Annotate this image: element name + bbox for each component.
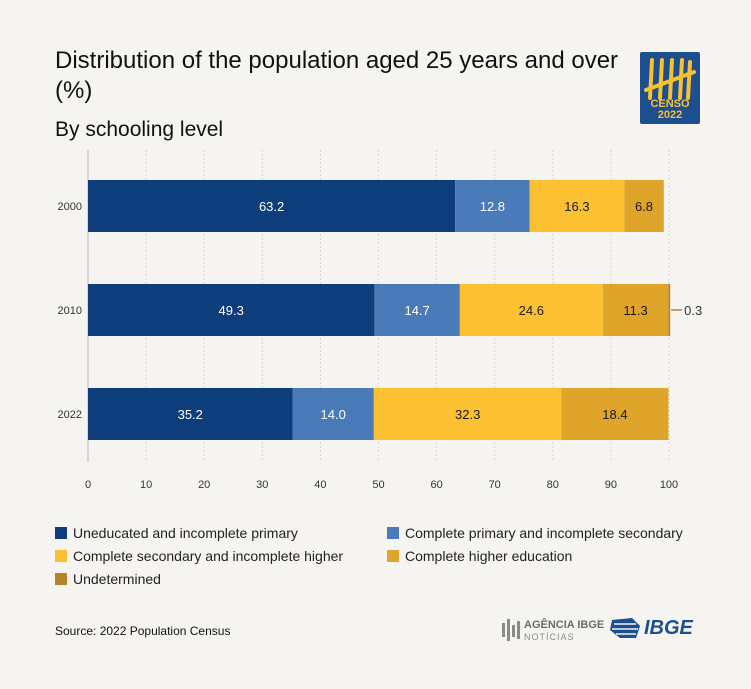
y-category-label: 2022 <box>58 409 82 421</box>
legend-label: Complete higher education <box>405 548 573 564</box>
censo-logo-label: CENSO 2022 <box>650 98 690 121</box>
legend-item-uneducated: Uneducated and incomplete primary <box>55 525 298 541</box>
data-label: 0.3 <box>684 303 702 318</box>
legend-label: Complete secondary and incomplete higher <box>73 548 344 564</box>
data-label: 32.3 <box>455 407 480 422</box>
censo-logo: CENSO 2022 <box>640 52 700 124</box>
x-tick-label: 70 <box>489 479 501 491</box>
legend-swatch <box>55 527 67 539</box>
bar-segment <box>459 284 603 336</box>
chart-title: Distribution of the population aged 25 y… <box>55 47 619 104</box>
legend-swatch <box>55 573 67 585</box>
legend-item-undetermined: Undetermined <box>55 571 161 587</box>
x-tick-label: 80 <box>547 479 559 491</box>
bar-segment <box>602 284 669 336</box>
noticias-label: NOTÍCIAS <box>524 632 575 642</box>
legend-swatch <box>387 527 399 539</box>
x-tick-label: 30 <box>256 479 268 491</box>
y-category-label: 2000 <box>58 201 82 213</box>
agencia-ibge-logo: AGÊNCIA IBGE NOTÍCIAS <box>502 617 604 643</box>
bar-segment <box>624 180 664 232</box>
data-label: 63.2 <box>259 199 284 214</box>
data-label: 24.6 <box>519 303 544 318</box>
legend-label: Undetermined <box>73 571 161 587</box>
legend-item-complete-primary: Complete primary and incomplete secondar… <box>387 525 683 541</box>
data-label: 14.7 <box>404 303 429 318</box>
data-label: 14.0 <box>321 407 346 422</box>
data-label: 49.3 <box>219 303 244 318</box>
x-tick-label: 10 <box>140 479 152 491</box>
agencia-label: AGÊNCIA IBGE <box>524 619 605 631</box>
tally-marks-icon <box>644 58 696 100</box>
stacked-bar-chart: 0 10 20 30 40 50 60 70 80 90 100 2000 63.2 12.8 16.3 6.… <box>58 150 702 491</box>
bar-segment <box>529 180 625 232</box>
data-label: 16.3 <box>564 199 589 214</box>
legend-item-complete-secondary: Complete secondary and incomplete higher <box>55 548 343 564</box>
legend-label: Uneducated and incomplete primary <box>73 525 298 541</box>
y-category-label: 2010 <box>58 305 82 317</box>
bar-segment <box>374 284 460 336</box>
bar-segment <box>292 388 374 440</box>
data-label: 6.8 <box>635 199 653 214</box>
x-tick-label: 0 <box>85 479 91 491</box>
data-label: 18.4 <box>602 407 627 422</box>
ibge-map-icon <box>610 618 640 638</box>
ibge-label: IBGE <box>644 617 693 639</box>
bar-segment <box>88 180 456 232</box>
x-tick-label: 90 <box>605 479 617 491</box>
bar-segment <box>88 388 293 440</box>
agencia-mark-icon <box>502 619 520 641</box>
legend-label: Complete primary and incomplete secondar… <box>405 525 683 541</box>
x-tick-label: 20 <box>198 479 210 491</box>
bar-segment <box>668 284 671 336</box>
x-tick-label: 40 <box>314 479 326 491</box>
bar-segment <box>455 180 530 232</box>
bar-segment <box>561 388 669 440</box>
legend-swatch <box>55 550 67 562</box>
x-tick-label: 60 <box>430 479 442 491</box>
data-label: 12.8 <box>480 199 505 214</box>
legend-item-complete-higher: Complete higher education <box>387 548 572 564</box>
bar-segment <box>88 284 375 336</box>
legend-swatch <box>387 550 399 562</box>
x-tick-label: 50 <box>372 479 384 491</box>
data-label: 11.3 <box>623 303 647 318</box>
source-note: Source: 2022 Population Census <box>55 624 231 638</box>
chart-subtitle: By schooling level <box>55 118 224 141</box>
x-tick-label: 100 <box>660 479 678 491</box>
data-label: 35.2 <box>178 407 203 422</box>
bar-segment <box>373 388 562 440</box>
ibge-logo: IBGE <box>608 616 700 640</box>
